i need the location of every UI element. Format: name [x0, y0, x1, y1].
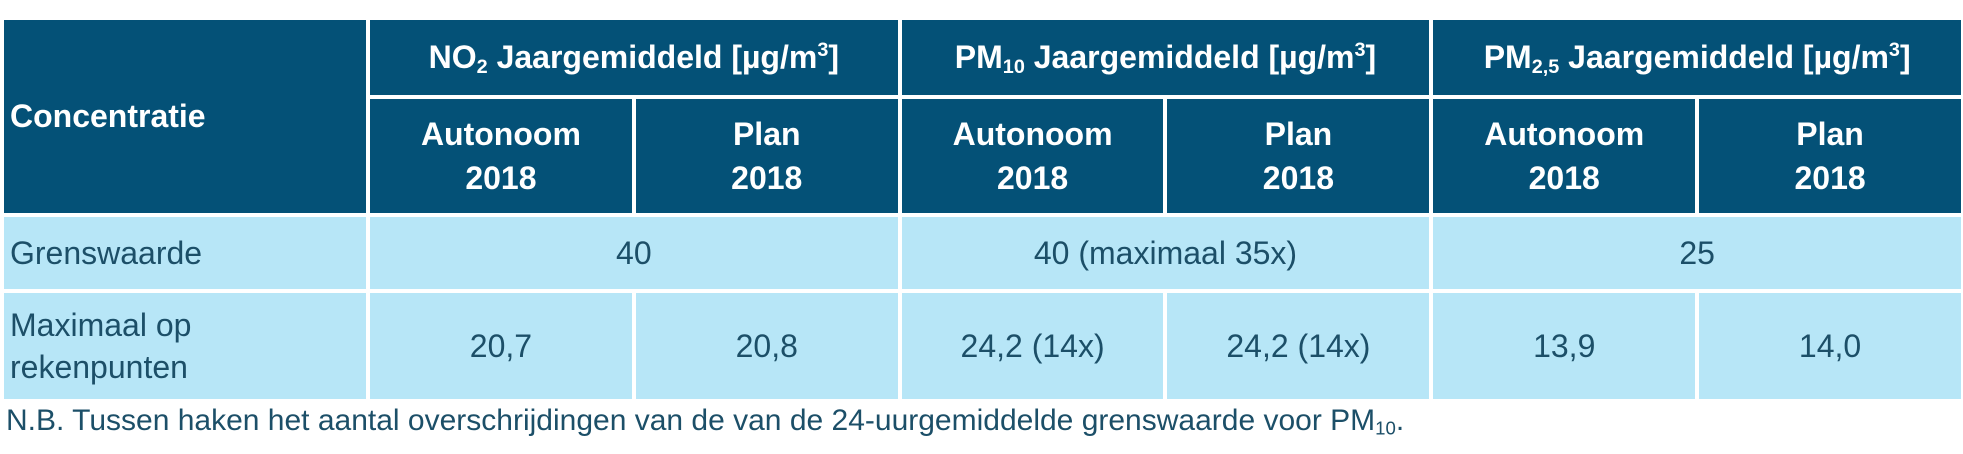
table-row-grenswaarde: Grenswaarde 40 40 (maximaal 35x) 25: [0, 213, 1963, 293]
max-no2-plan: 20,8: [631, 289, 902, 403]
subheader-pm25-plan: Plan 2018: [1695, 95, 1963, 217]
concentration-table: Concentratie NO2 Jaargemiddeld [µg/m3] P…: [0, 16, 1963, 403]
subheader-no2-autonoom: Autonoom 2018: [366, 95, 636, 217]
max-pm10-plan: 24,2 (14x): [1163, 289, 1434, 403]
grenswaarde-no2: 40: [366, 213, 902, 293]
max-pm25-plan: 14,0: [1695, 289, 1963, 403]
group-header-pm10: PM10 Jaargemiddeld [µg/m3]: [897, 16, 1434, 99]
grenswaarde-pm10: 40 (maximaal 35x): [897, 213, 1434, 293]
header-row-groups: Concentratie NO2 Jaargemiddeld [µg/m3] P…: [0, 16, 1963, 217]
row-label-grenswaarde: Grenswaarde: [0, 213, 370, 293]
subheader-pm10-autonoom: Autonoom 2018: [897, 95, 1168, 217]
subheader-pm25-autonoom: Autonoom 2018: [1429, 95, 1700, 217]
max-no2-autonoom: 20,7: [366, 289, 636, 403]
max-pm10-autonoom: 24,2 (14x): [897, 289, 1168, 403]
footnote: N.B. Tussen haken het aantal overschrijd…: [6, 404, 1405, 439]
subheader-pm10-plan: Plan 2018: [1163, 95, 1434, 217]
subheader-no2-plan: Plan 2018: [631, 95, 902, 217]
row-label-maximaal: Maximaal op rekenpunten: [0, 289, 370, 403]
grenswaarde-pm25: 25: [1429, 213, 1963, 293]
table-row-maximaal: Maximaal op rekenpunten 20,7 20,8 24,2 (1…: [0, 289, 1963, 403]
header-row-scenarios: Autonoom 2018 Plan 2018 Autonoom 2018 Plan 2…: [2, 95, 1963, 217]
group-header-no2: NO2 Jaargemiddeld [µg/m3]: [366, 16, 902, 99]
group-header-pm25: PM2,5 Jaargemiddeld [µg/m3]: [1429, 16, 1963, 99]
max-pm25-autonoom: 13,9: [1429, 289, 1700, 403]
header-concentratie: Concentratie: [0, 16, 370, 217]
